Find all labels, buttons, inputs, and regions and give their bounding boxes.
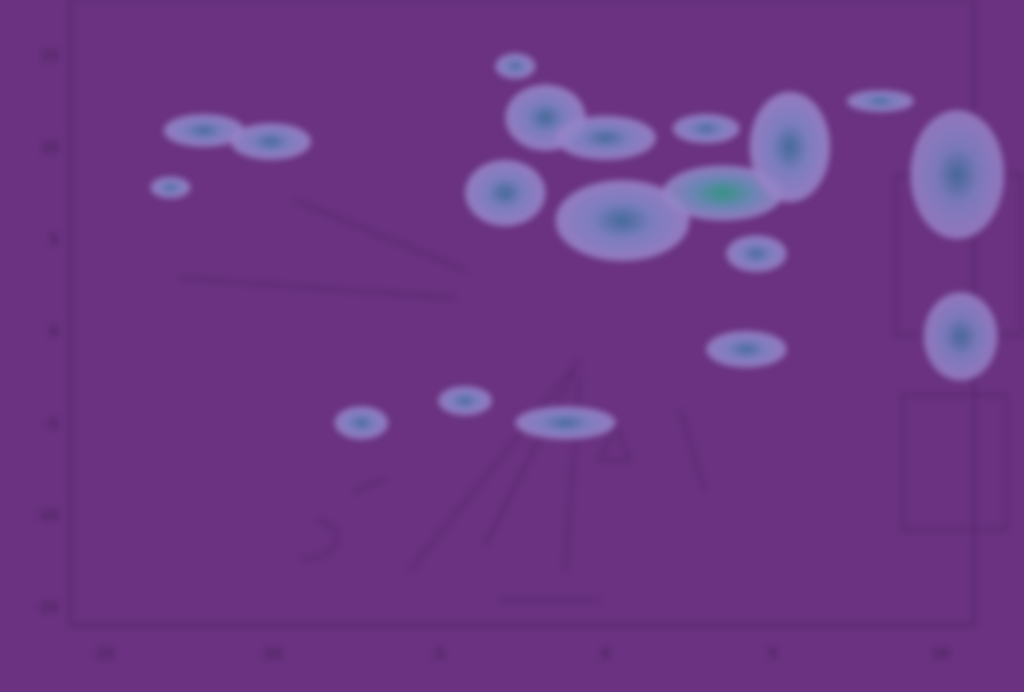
y-tick-label: 5 <box>50 233 58 248</box>
leader-line <box>679 409 706 491</box>
leader-line <box>484 369 576 546</box>
cluster-point-cloud <box>706 330 787 368</box>
cluster-point-cloud <box>515 406 616 440</box>
leader-line <box>409 359 581 571</box>
cluster-point-cloud <box>555 180 690 262</box>
x-tick-label: 0 <box>602 647 610 662</box>
cluster-group <box>150 53 914 440</box>
y-tick-label: -15 <box>37 601 58 616</box>
cluster-point-cloud <box>495 53 536 80</box>
cluster-point-cloud <box>438 386 492 416</box>
cluster-point-cloud <box>163 113 245 148</box>
cluster-point-cloud <box>749 91 831 203</box>
cluster-point-cloud <box>150 176 191 199</box>
triangle-marker <box>599 423 631 461</box>
cluster-point-cloud <box>662 165 784 221</box>
y-tick-label: 0 <box>50 325 58 340</box>
cluster-point-cloud <box>334 406 389 440</box>
leader-line <box>179 277 456 299</box>
x-tick-label: -10 <box>260 647 281 662</box>
cluster-point-cloud <box>672 113 740 144</box>
cluster-point-cloud <box>555 115 656 160</box>
y-tick-label: 10 <box>41 141 58 156</box>
cluster-point-cloud <box>726 235 787 273</box>
x-tick-label: -15 <box>93 647 114 662</box>
cluster-point-cloud <box>230 123 312 160</box>
cluster-point-cloud <box>465 159 546 227</box>
y-tick-label: -5 <box>45 417 58 432</box>
leader-line <box>564 374 581 571</box>
y-tick-label: -10 <box>37 509 58 524</box>
y-axis-ticks: -15 -10 -5 0 5 10 15 <box>37 49 58 615</box>
x-tick-label: 10 <box>932 647 949 662</box>
cluster-point-cloud <box>846 90 914 113</box>
inset-box <box>902 394 1007 531</box>
inset-cluster-cloud <box>923 292 998 381</box>
inset-cluster-group <box>910 110 1005 381</box>
leader-line <box>294 199 466 271</box>
inset-cluster-cloud <box>910 110 1005 239</box>
x-axis-ticks: -15 -10 -5 0 5 10 <box>93 647 949 662</box>
x-tick-label: -5 <box>432 647 445 662</box>
x-tick-label: 5 <box>769 647 777 662</box>
y-tick-label: 15 <box>41 49 58 64</box>
curve-marker <box>301 519 339 559</box>
curve-marker <box>354 479 386 493</box>
